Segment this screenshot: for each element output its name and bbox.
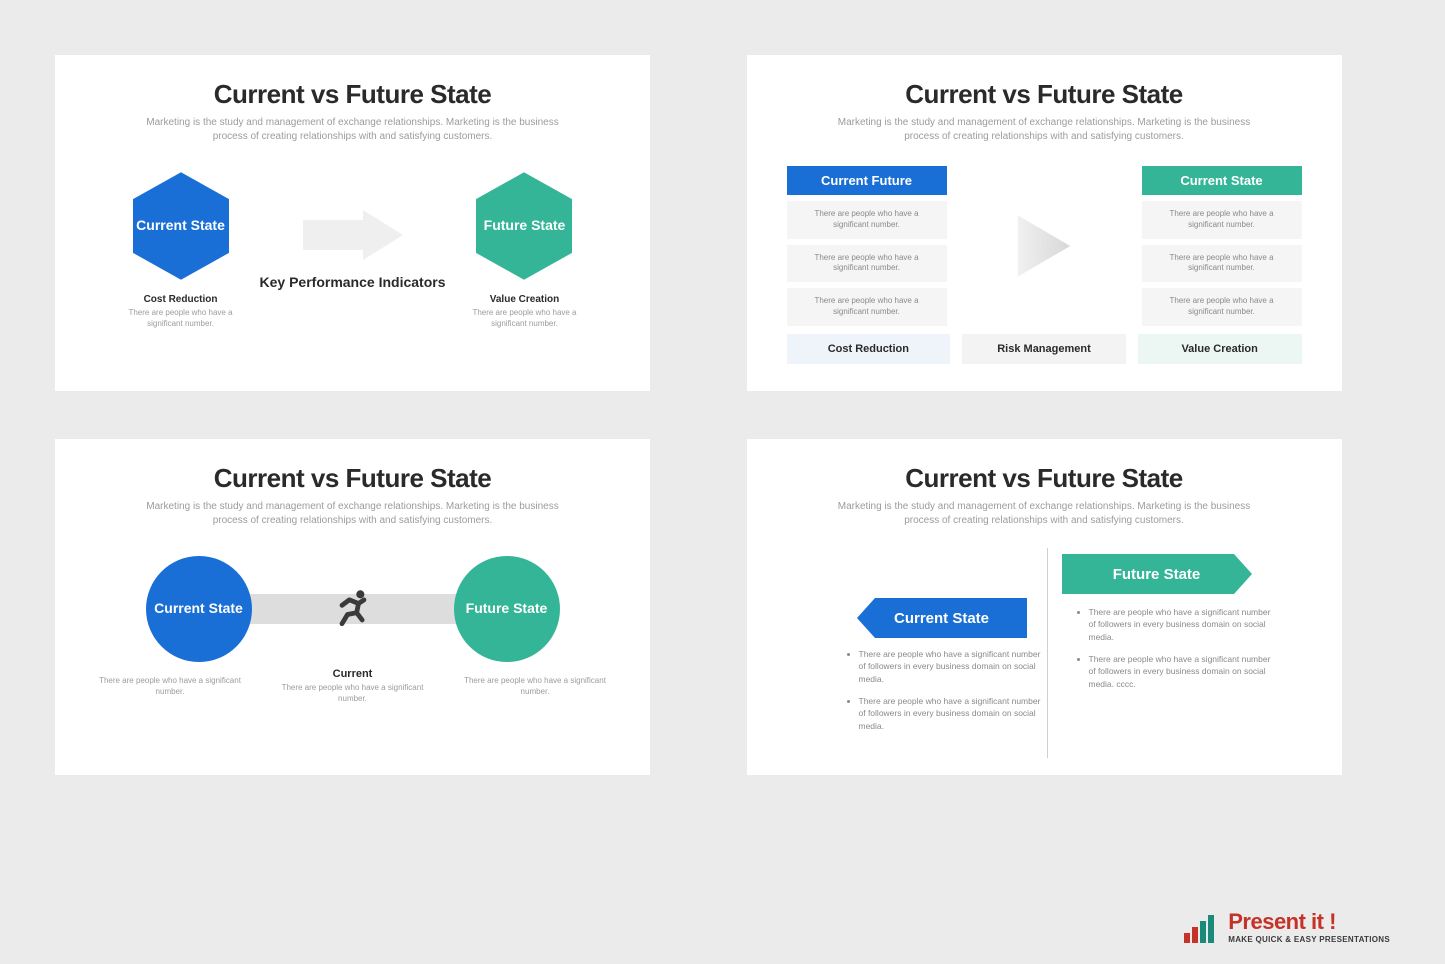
arrow-icon [303, 210, 403, 260]
foot-cost: Cost Reduction [787, 334, 951, 364]
slide-subtitle: Marketing is the study and management of… [824, 500, 1264, 528]
slide2-right-col: Current State There are people who have … [1142, 166, 1302, 326]
vertical-divider [1047, 548, 1048, 758]
hex-right-wrap: Future State Value Creation There are pe… [469, 172, 579, 330]
slide3-left-text: There are people who have a significant … [95, 676, 245, 698]
slide4-wrap: Current State Future State There are peo… [787, 548, 1302, 768]
hex-left-sub: Cost Reduction [144, 294, 218, 305]
slide-title: Current vs Future State [95, 463, 610, 494]
slide-title: Current vs Future State [787, 79, 1302, 110]
bullet: There are people who have a significant … [1089, 606, 1277, 643]
col-box: There are people who have a significant … [787, 288, 947, 326]
hex-current-label: Current State [136, 217, 225, 235]
hex-right-sub: Value Creation [490, 294, 559, 305]
logo-icon [1184, 911, 1220, 943]
slide3-row: Current State Future State There are peo… [95, 556, 610, 662]
track-bar [238, 594, 468, 624]
hex-future-label: Future State [484, 217, 566, 235]
col-box: There are people who have a significant … [787, 201, 947, 239]
bullet: There are people who have a significant … [859, 695, 1047, 732]
bullet: There are people who have a significant … [859, 648, 1047, 685]
banner-future: Future State [1062, 554, 1252, 594]
circle-current: Current State [146, 556, 252, 662]
desc: There are people who have a significant … [95, 676, 245, 698]
desc: There are people who have a significant … [278, 683, 428, 705]
kpi-label: Key Performance Indicators [260, 274, 446, 292]
circle-future: Future State [454, 556, 560, 662]
slide-1: Current vs Future State Marketing is the… [55, 55, 650, 391]
logo-text: Present it ! MAKE QUICK & EASY PRESENTAT… [1228, 909, 1390, 944]
col-box: There are people who have a significant … [1142, 288, 1302, 326]
slide2-left-col: Current Future There are people who have… [787, 166, 947, 326]
slide3-center-text: Current There are people who have a sign… [278, 668, 428, 705]
play-arrow-icon [1009, 211, 1079, 281]
col-head-right: Current State [1142, 166, 1302, 195]
slide2-mid-arrow [959, 166, 1130, 326]
slide-title: Current vs Future State [95, 79, 610, 110]
logo-main: Present it ! [1228, 909, 1390, 935]
slide-grid: Current vs Future State Marketing is the… [55, 55, 1390, 775]
logo: Present it ! MAKE QUICK & EASY PRESENTAT… [1184, 909, 1390, 944]
col-box: There are people who have a significant … [1142, 245, 1302, 283]
hex-left-wrap: Current State Cost Reduction There are p… [126, 172, 236, 330]
center-sub: Current [278, 668, 428, 680]
bullets-right: There are people who have a significant … [1077, 606, 1277, 700]
slide1-row: Current State Cost Reduction There are p… [95, 172, 610, 330]
banner-current: Current State [857, 598, 1027, 638]
slide-2: Current vs Future State Marketing is the… [747, 55, 1342, 391]
foot-value: Value Creation [1138, 334, 1302, 364]
bullets-left: There are people who have a significant … [847, 648, 1047, 742]
desc: There are people who have a significant … [460, 676, 610, 698]
slide-3: Current vs Future State Marketing is the… [55, 439, 650, 775]
slide-subtitle: Marketing is the study and management of… [824, 116, 1264, 144]
hex-current: Current State [133, 172, 229, 280]
slide2-body: Current Future There are people who have… [787, 166, 1302, 326]
hex-left-desc: There are people who have a significant … [126, 308, 236, 330]
foot-risk: Risk Management [962, 334, 1126, 364]
slide-title: Current vs Future State [787, 463, 1302, 494]
banner-current-label: Current State [894, 610, 989, 627]
slide3-right-text: There are people who have a significant … [460, 676, 610, 698]
arrow-block: Key Performance Indicators [260, 210, 446, 292]
hex-right-desc: There are people who have a significant … [469, 308, 579, 330]
hex-future: Future State [476, 172, 572, 280]
col-box: There are people who have a significant … [787, 245, 947, 283]
runner-icon [331, 587, 375, 631]
circle-future-label: Future State [466, 600, 548, 618]
slide2-footer: Cost Reduction Risk Management Value Cre… [787, 334, 1302, 364]
col-head-left: Current Future [787, 166, 947, 195]
col-box: There are people who have a significant … [1142, 201, 1302, 239]
slide-4: Current vs Future State Marketing is the… [747, 439, 1342, 775]
logo-sub: MAKE QUICK & EASY PRESENTATIONS [1228, 935, 1390, 944]
slide-subtitle: Marketing is the study and management of… [133, 500, 573, 528]
banner-future-label: Future State [1113, 566, 1201, 583]
slide-subtitle: Marketing is the study and management of… [133, 116, 573, 144]
bullet: There are people who have a significant … [1089, 653, 1277, 690]
circle-current-label: Current State [154, 600, 243, 618]
